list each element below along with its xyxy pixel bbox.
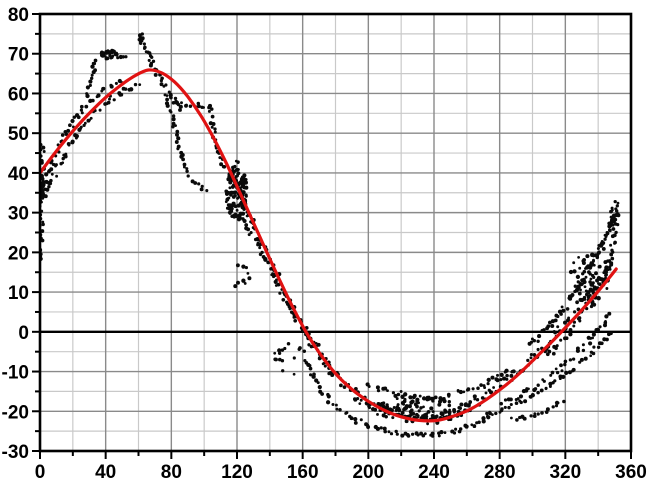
x-tick-label: 240 xyxy=(418,462,450,483)
x-tick-label: 200 xyxy=(352,462,384,483)
x-tick-label: 120 xyxy=(221,462,253,483)
y-tick-label: 10 xyxy=(8,283,29,304)
y-tick-label: -20 xyxy=(2,402,29,423)
y-tick-label: 70 xyxy=(8,45,29,66)
axis-tick-labels: 0 40 80 120 160 200 240 280 320 360 -30 -20 -10 0 10 20… xyxy=(2,5,647,483)
x-tick-label: 160 xyxy=(287,462,319,483)
x-tick-label: 280 xyxy=(484,462,516,483)
x-tick-label: 40 xyxy=(95,462,116,483)
y-tick-label: 80 xyxy=(8,5,29,26)
x-tick-label: 0 xyxy=(35,462,46,483)
y-tick-label: 40 xyxy=(8,164,29,185)
y-tick-label: 0 xyxy=(18,323,29,344)
y-tick-label: 50 xyxy=(8,124,29,145)
y-tick-label: 20 xyxy=(8,243,29,264)
y-tick-label: 30 xyxy=(8,204,29,225)
axis-ticks xyxy=(32,13,632,459)
red-fit-curve xyxy=(40,68,618,423)
x-tick-label: 360 xyxy=(615,462,647,483)
y-tick-label: -30 xyxy=(2,442,29,463)
x-tick-label: 320 xyxy=(549,462,581,483)
minor-gridlines xyxy=(40,14,631,451)
x-tick-label: 80 xyxy=(161,462,182,483)
y-tick-label: 60 xyxy=(8,84,29,105)
y-tick-label: -10 xyxy=(2,363,29,384)
scatter-points xyxy=(40,32,621,438)
